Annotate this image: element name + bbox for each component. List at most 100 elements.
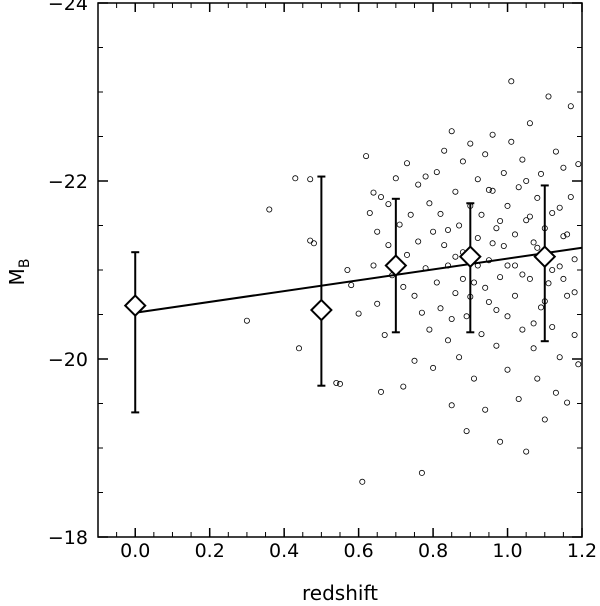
scatter-point	[448, 315, 455, 322]
scatter-point	[478, 331, 485, 338]
scatter-point	[411, 292, 418, 299]
scatter-point	[456, 222, 463, 229]
x-tick-label: 0.8	[418, 540, 448, 562]
scatter-point	[567, 193, 574, 200]
scatter-point	[526, 213, 533, 220]
scatter-point	[493, 306, 500, 313]
scatter-point	[560, 233, 567, 240]
scatter-point	[523, 177, 530, 184]
scatter-point	[515, 184, 522, 191]
fit-line	[135, 246, 583, 314]
scatter-point	[519, 156, 526, 163]
scatter-point	[526, 275, 533, 282]
scatter-point	[433, 279, 440, 286]
scatter-point	[456, 354, 463, 361]
x-ticks: 0.0 0.2 0.4 0.6 0.8 1.0 1.2	[97, 3, 597, 562]
scatter-point	[497, 217, 504, 224]
scatter-point	[415, 238, 422, 245]
scatter-point	[348, 282, 355, 289]
x-tick-label: 0.4	[269, 540, 299, 562]
x-axis-label: redshift	[302, 581, 378, 605]
x-tick-label: 1.0	[492, 540, 522, 562]
scatter-point	[538, 170, 545, 177]
scatter-point	[519, 326, 526, 333]
scatter-point	[571, 331, 578, 338]
scatter-point	[377, 193, 384, 200]
y-axis-label-main: M	[5, 268, 29, 285]
y-axis-label: MB	[5, 259, 33, 286]
scatter-point	[374, 228, 381, 235]
scatter-point	[437, 210, 444, 217]
scatter-point	[564, 231, 571, 238]
scatter-point	[493, 342, 500, 349]
scatter-point	[474, 234, 481, 241]
scatter-point	[485, 257, 492, 264]
scatter-point	[504, 313, 511, 320]
scatter-point	[377, 388, 384, 395]
scatter-point	[411, 357, 418, 364]
scatter-point	[266, 206, 273, 213]
scatter-point	[564, 399, 571, 406]
scatter-point	[463, 313, 470, 320]
scatter-point	[560, 275, 567, 282]
bin-marker-diamond	[384, 254, 408, 277]
scatter-point	[243, 317, 250, 324]
scatter-point	[556, 204, 563, 211]
scatter-point	[534, 194, 541, 201]
scatter-point	[422, 265, 429, 272]
scatter-point	[344, 266, 351, 273]
scatter-point	[526, 120, 533, 127]
scatter-point	[452, 290, 459, 297]
scatter-point	[452, 188, 459, 195]
scatter-point	[500, 242, 507, 249]
scatter-point	[474, 176, 481, 183]
scatter-point	[545, 93, 552, 100]
scatter-point	[370, 262, 377, 269]
scatter-point	[470, 375, 477, 382]
scatter-point	[385, 242, 392, 249]
scatter-point	[504, 366, 511, 373]
scatter-point	[359, 478, 366, 485]
scatter-point	[444, 262, 451, 269]
scatter-point	[552, 148, 559, 155]
scatter-point	[470, 279, 477, 286]
scatter-point	[500, 169, 507, 176]
scatter-point	[418, 309, 425, 316]
bin-marker-diamond	[123, 294, 147, 318]
scatter-point	[545, 280, 552, 287]
y-tick-label: −20	[48, 349, 88, 371]
scatter-point	[482, 151, 489, 158]
scatter-point	[485, 298, 492, 305]
scatter-point	[441, 242, 448, 249]
scatter-point	[295, 345, 302, 352]
scatter-point	[374, 300, 381, 307]
scatter-point	[541, 416, 548, 423]
scatter-point	[504, 202, 511, 209]
scatter-point	[307, 176, 314, 183]
scatter-point	[363, 153, 370, 160]
scatter-point	[336, 380, 343, 387]
y-tick-label: −22	[48, 171, 88, 193]
scatter-point	[403, 160, 410, 167]
bin-marker-diamond	[533, 245, 557, 269]
scatter-point	[538, 304, 545, 311]
bin-marker-diamond	[458, 245, 482, 269]
scatter-point	[430, 228, 437, 235]
scatter-point	[497, 438, 504, 445]
scatter-point	[292, 175, 299, 182]
scatter-point	[370, 189, 377, 196]
scatter-point	[441, 147, 448, 154]
scatter-point	[459, 158, 466, 165]
scatter-point	[452, 253, 459, 260]
scatter-point	[310, 240, 317, 247]
scatter-point	[444, 226, 451, 233]
scatter-point	[523, 448, 530, 455]
scatter-point	[515, 395, 522, 402]
scatter-point	[497, 274, 504, 281]
scatter-point	[467, 140, 474, 147]
scatter-point	[571, 256, 578, 263]
scatter-point	[519, 271, 526, 278]
scatter-point	[530, 320, 537, 327]
scatter-point	[422, 173, 429, 180]
